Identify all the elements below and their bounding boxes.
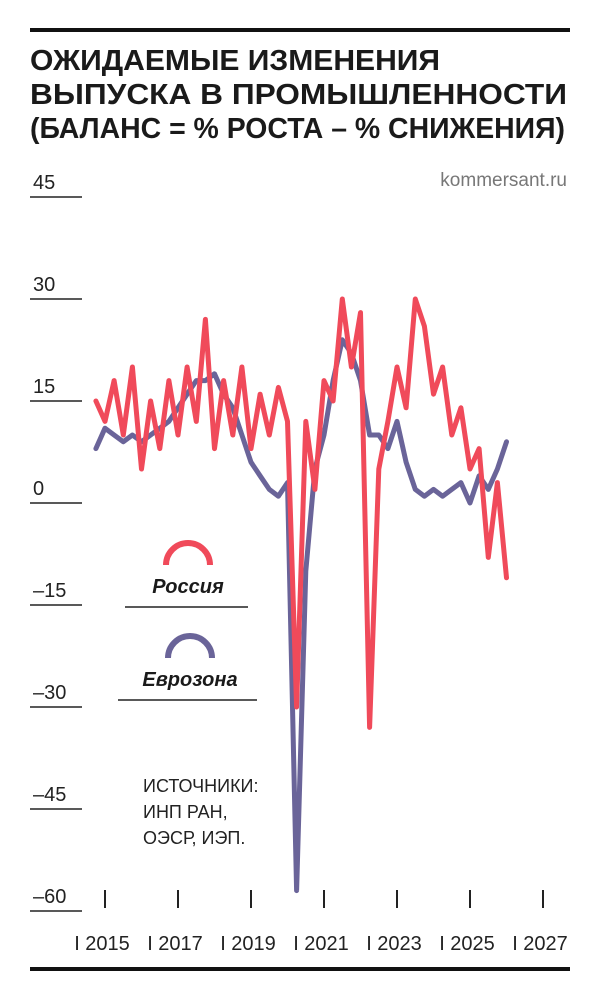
y-tick-label: 45 (33, 172, 55, 194)
legend-label: Россия (152, 576, 224, 598)
x-tick-label: I 2019 (220, 933, 276, 955)
x-tick-label: I 2015 (74, 933, 130, 955)
y-tick-label: 15 (33, 376, 55, 398)
y-tick-label: –30 (33, 682, 66, 704)
y-tick-label: 30 (33, 274, 55, 296)
x-tick-label: I 2027 (512, 933, 568, 955)
chart-title: ВЫПУСКА В ПРОМЫШЛЕННОСТИ (30, 79, 567, 111)
bottom-rule (30, 967, 570, 971)
y-tick-label: 0 (33, 478, 44, 500)
legend-arc (165, 633, 215, 659)
chart-title: (БАЛАНС = % РОСТА – % СНИЖЕНИЯ) (30, 113, 565, 145)
x-tick-label: I 2025 (439, 933, 495, 955)
y-tick-label: –45 (33, 784, 66, 806)
y-tick-label: –60 (33, 886, 66, 908)
top-rule (30, 28, 570, 32)
x-tick-label: I 2023 (366, 933, 422, 955)
source-site: kommersant.ru (440, 170, 567, 191)
sources: ИСТОЧНИКИ: (143, 776, 259, 796)
y-tick-label: –15 (33, 580, 66, 602)
legend-label: Еврозона (142, 669, 237, 691)
sources: ОЭСР, ИЭП. (143, 828, 245, 848)
x-tick-label: I 2017 (147, 933, 203, 955)
series-line (93, 296, 509, 730)
x-tick-label: I 2021 (293, 933, 349, 955)
sources: ИНП РАН, (143, 802, 228, 822)
legend-arc (163, 540, 213, 566)
chart-title: ОЖИДАЕМЫЕ ИЗМЕНЕНИЯ (30, 45, 440, 77)
